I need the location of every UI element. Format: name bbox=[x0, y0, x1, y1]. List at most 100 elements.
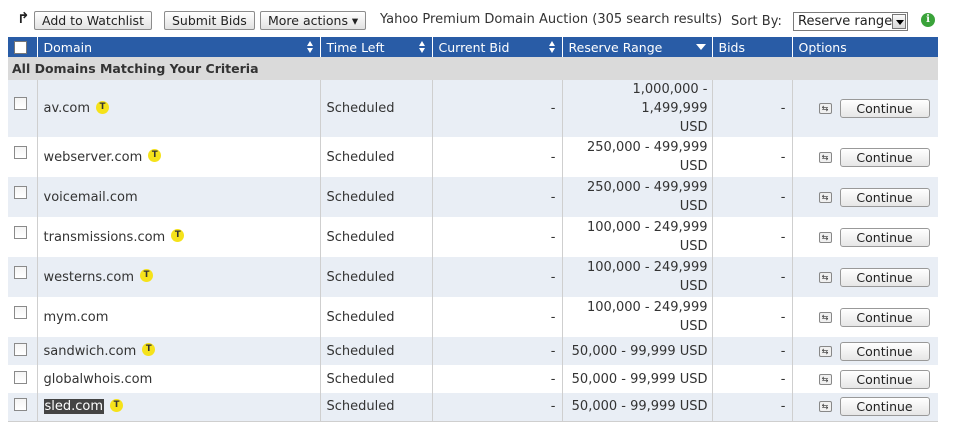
bids-cell: - bbox=[712, 365, 793, 393]
watch-toggle-icon[interactable]: ⇆ bbox=[818, 401, 832, 413]
current-bid-cell: - bbox=[432, 80, 563, 137]
column-header-current-bid[interactable]: Current Bid bbox=[432, 37, 563, 57]
row-checkbox[interactable] bbox=[14, 398, 27, 412]
table-row: sandwich.com T Scheduled -50,000 - 99,999 U… bbox=[8, 337, 938, 365]
info-icon[interactable]: i bbox=[921, 13, 935, 27]
row-checkbox[interactable] bbox=[14, 145, 27, 159]
group-header-row: All Domains Matching Your Criteria bbox=[8, 57, 938, 80]
reserve-range-cell: 50,000 - 99,999 USD bbox=[562, 337, 713, 365]
row-select-cell bbox=[8, 337, 38, 365]
column-label: Time Left bbox=[326, 39, 385, 55]
bids-cell: - bbox=[712, 177, 793, 217]
row-checkbox[interactable] bbox=[14, 97, 27, 110]
domain-name[interactable]: sandwich.com bbox=[43, 343, 137, 359]
sort-icon bbox=[306, 41, 314, 53]
reserve-range-value: 100,000 - 249,999 bbox=[587, 300, 708, 315]
domain-name[interactable]: westerns.com bbox=[43, 269, 135, 285]
options-cell: ⇆ Continue bbox=[792, 177, 938, 217]
options-cell: ⇆ Continue bbox=[792, 257, 938, 297]
table-row: av.com T Scheduled - 1,000,000 - 1,499,999 US… bbox=[8, 80, 938, 137]
continue-button[interactable]: Continue bbox=[839, 227, 930, 247]
reserve-range-cell: 50,000 - 99,999 USD bbox=[562, 393, 713, 422]
watch-toggle-icon[interactable]: ⇆ bbox=[818, 345, 832, 357]
domain-name[interactable]: transmissions.com bbox=[43, 229, 166, 245]
continue-button[interactable]: Continue bbox=[839, 147, 930, 167]
reserve-range-cell: 100,000 - 249,999 USD bbox=[562, 257, 713, 297]
row-select-cell bbox=[8, 137, 38, 177]
reserve-range-cell: 50,000 - 99,999 USD bbox=[562, 365, 713, 393]
row-select-cell bbox=[8, 297, 38, 337]
watch-toggle-icon[interactable]: ⇆ bbox=[818, 103, 832, 114]
reserve-range-cell: 1,000,000 - 1,499,999 USD bbox=[562, 80, 713, 137]
table-row: voicemail.com Scheduled -250,000 - 499,999… bbox=[8, 177, 938, 217]
continue-button[interactable]: Continue bbox=[839, 307, 930, 327]
current-bid-cell: - bbox=[432, 297, 563, 337]
watch-toggle-icon[interactable]: ⇆ bbox=[818, 191, 832, 203]
watch-toggle-icon[interactable]: ⇆ bbox=[818, 231, 832, 243]
arrow-turn-icon: ↱ bbox=[17, 9, 30, 27]
row-checkbox[interactable] bbox=[14, 305, 27, 319]
reserve-range-currency: USD bbox=[679, 319, 708, 334]
time-left-cell: Scheduled bbox=[320, 297, 433, 337]
options-cell: ⇆ Continue bbox=[792, 297, 938, 337]
domain-cell: sled.com T bbox=[37, 393, 321, 422]
column-header-options: Options bbox=[792, 37, 938, 57]
domain-name[interactable]: mym.com bbox=[43, 309, 109, 325]
domain-name[interactable]: sled.com bbox=[43, 399, 105, 415]
table-header: Domain Time Left Current Bid Reserve Ran… bbox=[8, 37, 938, 57]
reserve-range-value: 1,000,000 - 1,499,999 bbox=[632, 82, 708, 116]
results-title: Yahoo Premium Domain Auction (305 search… bbox=[380, 12, 723, 27]
options-cell: ⇆ Continue bbox=[792, 393, 938, 422]
sort-descending-icon bbox=[695, 44, 706, 50]
row-checkbox[interactable] bbox=[14, 342, 27, 356]
reserve-range-cell: 100,000 - 249,999 USD bbox=[562, 217, 713, 257]
group-label: All Domains Matching Your Criteria bbox=[8, 57, 938, 80]
trademark-badge-icon: T bbox=[96, 100, 110, 114]
domain-name[interactable]: globalwhois.com bbox=[43, 371, 153, 387]
watch-toggle-icon[interactable]: ⇆ bbox=[818, 373, 832, 385]
reserve-range-currency: USD bbox=[679, 120, 708, 135]
time-left-cell: Scheduled bbox=[320, 217, 433, 257]
more-actions-button[interactable]: More actions ▾ bbox=[260, 11, 367, 30]
row-checkbox[interactable] bbox=[14, 265, 27, 279]
continue-button[interactable]: Continue bbox=[839, 341, 930, 361]
column-header-domain[interactable]: Domain bbox=[37, 37, 321, 57]
submit-bids-button[interactable]: Submit Bids bbox=[164, 11, 255, 30]
domain-name[interactable]: voicemail.com bbox=[43, 189, 138, 205]
domain-cell: westerns.com T bbox=[37, 257, 321, 297]
row-select-cell bbox=[8, 217, 38, 257]
domain-cell: voicemail.com bbox=[37, 177, 321, 217]
watch-toggle-icon[interactable]: ⇆ bbox=[818, 151, 832, 163]
domain-table: Domain Time Left Current Bid Reserve Ran… bbox=[8, 37, 938, 422]
column-header-time-left[interactable]: Time Left bbox=[320, 37, 433, 57]
sort-by-select[interactable]: Reserve range bbox=[793, 12, 908, 31]
continue-button[interactable]: Continue bbox=[839, 267, 930, 287]
continue-button[interactable]: Continue bbox=[839, 369, 930, 389]
row-checkbox[interactable] bbox=[14, 185, 27, 199]
column-header-reserve-range[interactable]: Reserve Range bbox=[562, 37, 713, 57]
domain-cell: mym.com bbox=[37, 297, 321, 337]
watch-toggle-icon[interactable]: ⇆ bbox=[818, 271, 832, 283]
select-all-checkbox[interactable] bbox=[14, 40, 27, 54]
domain-cell: globalwhois.com bbox=[37, 365, 321, 393]
reserve-range-value: 250,000 - 499,999 bbox=[587, 180, 708, 195]
continue-button[interactable]: Continue bbox=[839, 397, 930, 417]
time-left-cell: Scheduled bbox=[320, 337, 433, 365]
row-select-cell bbox=[8, 365, 38, 393]
domain-name[interactable]: av.com bbox=[43, 101, 91, 116]
continue-button[interactable]: Continue bbox=[839, 99, 930, 118]
row-checkbox[interactable] bbox=[14, 225, 27, 239]
current-bid-cell: - bbox=[432, 393, 563, 422]
current-bid-cell: - bbox=[432, 365, 563, 393]
column-header-bids[interactable]: Bids bbox=[712, 37, 793, 57]
chevron-down-icon[interactable] bbox=[892, 14, 906, 29]
reserve-range-value: 100,000 - 249,999 bbox=[587, 260, 708, 275]
watch-toggle-icon[interactable]: ⇆ bbox=[818, 311, 832, 323]
domain-name[interactable]: webserver.com bbox=[43, 149, 143, 165]
domain-cell: sandwich.com T bbox=[37, 337, 321, 365]
row-checkbox[interactable] bbox=[14, 370, 27, 384]
time-left-cell: Scheduled bbox=[320, 80, 433, 137]
add-to-watchlist-button[interactable]: Add to Watchlist bbox=[34, 11, 152, 30]
reserve-range-currency: USD bbox=[679, 239, 708, 254]
continue-button[interactable]: Continue bbox=[839, 187, 930, 207]
